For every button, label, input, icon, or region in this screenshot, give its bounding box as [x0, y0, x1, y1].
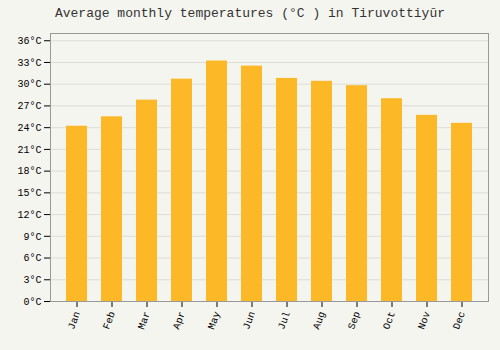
html-text:Average monthly temperatures (: Average monthly temperatures (°C ) in Ti… [55, 6, 445, 21]
svg-text:Apr: Apr [171, 310, 187, 331]
svg-text:3°C: 3°C [23, 275, 41, 286]
svg-text:9°C: 9°C [23, 232, 41, 243]
svg-text:Mar: Mar [136, 310, 152, 331]
svg-text:Aug: Aug [311, 310, 327, 331]
svg-text:Jan: Jan [66, 310, 82, 331]
svg-text:Oct: Oct [381, 310, 397, 331]
svg-text:27°C: 27°C [17, 101, 41, 112]
svg-text:12°C: 12°C [17, 210, 41, 221]
svg-text:Dec: Dec [451, 310, 467, 331]
svg-text:Nov: Nov [416, 310, 432, 331]
svg-text:6°C: 6°C [23, 253, 41, 264]
svg-text:Sep: Sep [346, 310, 362, 331]
svg-text:Jun: Jun [241, 310, 257, 331]
svg-text:18°C: 18°C [17, 166, 41, 177]
svg-text:33°C: 33°C [17, 58, 41, 69]
svg-text:36°C: 36°C [17, 36, 41, 47]
svg-text:15°C: 15°C [17, 188, 41, 199]
svg-text:Jul: Jul [276, 310, 292, 331]
svg-text:24°C: 24°C [17, 123, 41, 134]
svg-text:30°C: 30°C [17, 79, 41, 90]
svg-text:0°C: 0°C [23, 297, 41, 308]
svg-text:21°C: 21°C [17, 145, 41, 156]
svg-text:Feb: Feb [101, 310, 117, 331]
svg-text:May: May [206, 310, 222, 331]
